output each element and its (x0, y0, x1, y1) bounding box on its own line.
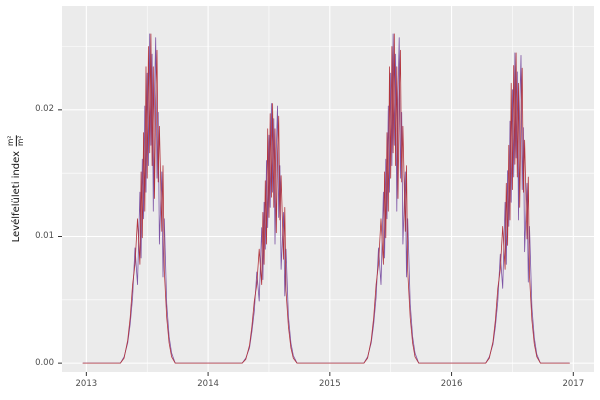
fraction-numerator: m² (5, 135, 15, 146)
plot-panel (58, 6, 594, 376)
y-axis-unit-fraction: m² m² (5, 135, 26, 146)
x-tick-label: 2015 (318, 379, 341, 389)
y-tick-label: 0.02 (35, 104, 54, 115)
x-tick-label: 2013 (75, 379, 98, 389)
y-axis-title: Levélfelületi index m² m² (5, 135, 26, 243)
y-tick-label: 0.00 (35, 357, 54, 368)
fraction-denominator: m² (15, 135, 26, 146)
y-axis-title-text: Levélfelületi index (10, 150, 22, 243)
plot-svg (58, 6, 594, 376)
y-tick-label: 0.01 (35, 230, 54, 241)
x-tick-label: 2017 (562, 379, 585, 389)
series-red-line (82, 33, 570, 364)
x-tick-label: 2016 (440, 379, 463, 389)
x-tick-label: 2014 (197, 379, 219, 389)
